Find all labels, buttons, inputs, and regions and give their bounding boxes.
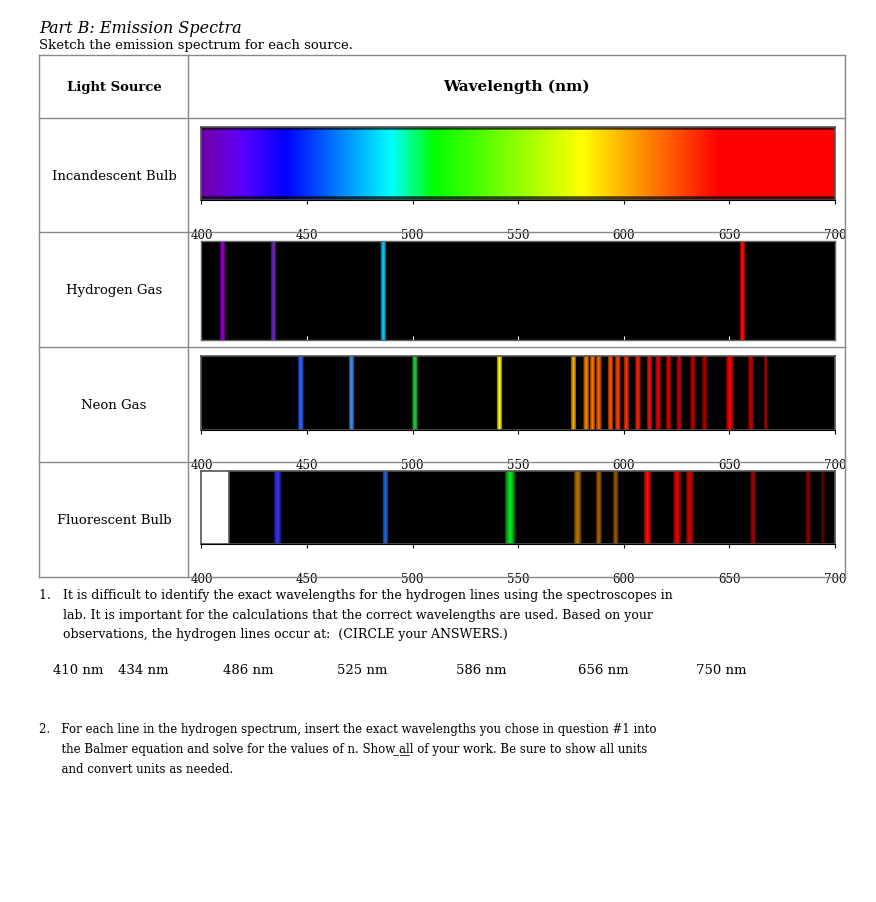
Text: and convert units as needed.: and convert units as needed.	[39, 762, 234, 775]
Text: observations, the hydrogen lines occur at:  (CIRCLE your ANSWERS.): observations, the hydrogen lines occur a…	[39, 628, 508, 640]
Text: 750 nm: 750 nm	[696, 664, 747, 676]
Text: Wavelength (nm): Wavelength (nm)	[443, 80, 590, 95]
Text: Sketch the emission spectrum for each source.: Sketch the emission spectrum for each so…	[39, 39, 353, 51]
Text: 586 nm: 586 nm	[456, 664, 506, 676]
Text: Incandescent Bulb: Incandescent Bulb	[52, 170, 176, 182]
Text: 410 nm: 410 nm	[53, 664, 103, 676]
Text: the Balmer equation and solve for the values of n. Show ̲a̲l̲l of your work. Be : the Balmer equation and solve for the va…	[39, 742, 647, 755]
Text: Neon Gas: Neon Gas	[81, 399, 146, 411]
Text: 434 nm: 434 nm	[118, 664, 169, 676]
Text: Part B: Emission Spectra: Part B: Emission Spectra	[39, 20, 242, 37]
Text: 656 nm: 656 nm	[578, 664, 629, 676]
Text: Light Source: Light Source	[67, 80, 161, 94]
Text: 2.   For each line in the hydrogen spectrum, insert the exact wavelengths you ch: 2. For each line in the hydrogen spectru…	[39, 723, 657, 735]
Text: 1.   It is difficult to identify the exact wavelengths for the hydrogen lines us: 1. It is difficult to identify the exact…	[39, 588, 673, 601]
Bar	[201, 472, 229, 545]
Text: Fluorescent Bulb: Fluorescent Bulb	[57, 513, 171, 527]
Text: 486 nm: 486 nm	[223, 664, 274, 676]
Text: 525 nm: 525 nm	[337, 664, 388, 676]
Text: lab. It is important for the calculations that the correct wavelengths are used.: lab. It is important for the calculation…	[39, 608, 653, 621]
Text: Hydrogen Gas: Hydrogen Gas	[66, 284, 162, 297]
